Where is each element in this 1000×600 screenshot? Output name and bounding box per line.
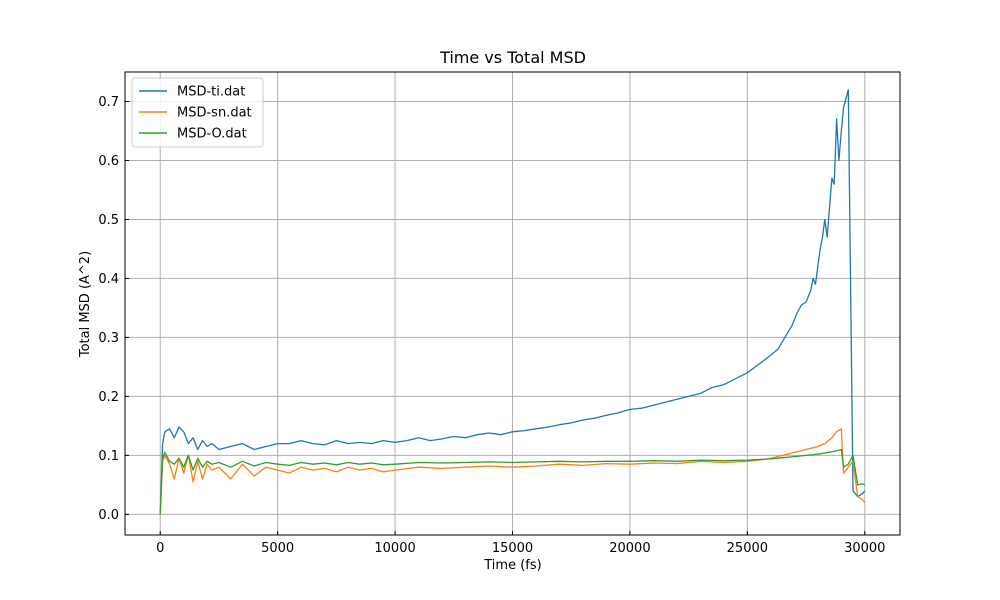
x-tick-label: 30000 xyxy=(844,541,885,556)
series-line-2 xyxy=(159,428,866,515)
grid xyxy=(125,72,900,535)
x-tick-label: 20000 xyxy=(609,541,650,556)
x-tick-label: 0 xyxy=(156,541,164,556)
y-axis-label: Total MSD (A^2) xyxy=(78,251,93,358)
x-axis-label: Time (fs) xyxy=(483,558,541,573)
legend-box xyxy=(131,77,264,148)
x-tick-label: 5000 xyxy=(261,541,294,556)
x-tick-label: 10000 xyxy=(374,541,415,556)
legend-label: MSD-ti.dat xyxy=(177,85,245,100)
y-tick-label: 0.5 xyxy=(98,213,119,228)
y-tick-label: 0.2 xyxy=(98,390,119,405)
y-tick-label: 0.4 xyxy=(98,272,119,287)
y-tick-label: 0.6 xyxy=(98,154,119,169)
legend-label: MSD-sn.dat xyxy=(177,106,252,121)
legend-label: MSD-O.dat xyxy=(177,127,247,142)
x-tick-label: 25000 xyxy=(727,541,768,556)
x-tick-label: 15000 xyxy=(492,541,533,556)
axis-ticks: 0 5000 10000 15000 20000 25000 30000 0.0 0.1 0.2 0… xyxy=(98,95,885,556)
chart-title: Time vs Total MSD xyxy=(439,48,586,67)
y-tick-label: 0.3 xyxy=(98,331,119,346)
y-tick-label: 0.1 xyxy=(98,449,119,464)
y-tick-label: 0.0 xyxy=(98,508,119,523)
series-line-1 xyxy=(159,89,866,515)
series-lines xyxy=(159,89,866,515)
legend: MSD-ti.dat MSD-sn.dat MSD-O.dat xyxy=(131,77,264,148)
series-line-3 xyxy=(159,448,866,515)
y-tick-label: 0.7 xyxy=(98,95,119,110)
